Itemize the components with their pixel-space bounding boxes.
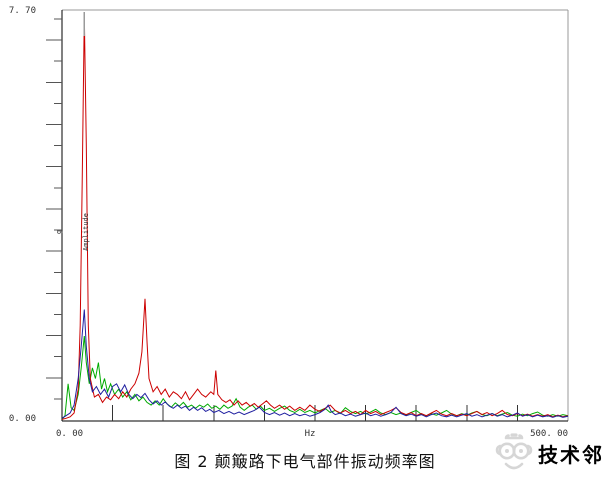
blue-trace	[61, 309, 569, 419]
y-axis-title: g Amplitude	[37, 197, 90, 267]
y-axis-unit: g	[55, 229, 63, 235]
x-axis-max-label: 500. 00	[530, 429, 568, 439]
figure-caption: 图 2 颠簸路下电气部件振动频率图	[174, 452, 436, 471]
x-axis-min-label: 0. 00	[56, 429, 84, 439]
y-axis-max-label: 7. 70	[8, 6, 36, 16]
y-axis-quantity: Amplitude	[82, 213, 90, 251]
red-trace	[61, 14, 569, 420]
green-trace	[61, 335, 569, 420]
y-axis-min-label: 0. 00	[8, 414, 36, 424]
x-axis-title: Hz	[304, 429, 316, 439]
